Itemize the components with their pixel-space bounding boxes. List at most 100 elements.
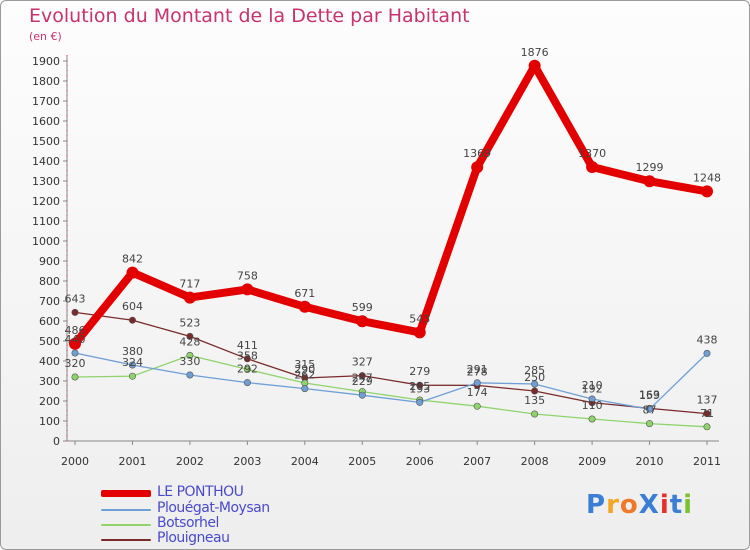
data-point-botsorhel	[243, 365, 251, 373]
data-point-botsorhel	[128, 372, 136, 380]
data-label-plouigneau: 192	[582, 383, 603, 396]
data-label-botsorhel: 205	[409, 380, 430, 393]
data-point-plouigneau	[243, 355, 251, 363]
legend-swatch-le-ponthou	[101, 490, 151, 497]
data-label-botsorhel: 247	[352, 372, 373, 385]
data-label-plouegat-moysan: 285	[524, 364, 545, 377]
data-label-plouigneau: 604	[122, 300, 143, 313]
data-point-plouegat-moysan	[646, 405, 654, 413]
data-label-plouegat-moysan: 292	[237, 363, 258, 376]
series-line-plouigneau	[74, 311, 708, 415]
y-tick-label: 100	[39, 415, 60, 428]
data-point-plouegat-moysan	[186, 371, 194, 379]
x-tick-label: 2000	[61, 455, 89, 468]
data-point-plouegat-moysan	[588, 395, 596, 403]
data-label-plouigneau: 523	[179, 316, 200, 329]
x-tick-label: 2006	[406, 455, 434, 468]
x-tick-label: 2011	[693, 455, 721, 468]
y-tick-label: 1300	[32, 175, 60, 188]
data-label-plouigneau: 279	[409, 365, 430, 378]
data-point-plouegat-moysan	[71, 349, 79, 357]
data-point-le-ponthou	[69, 337, 81, 350]
data-point-le-ponthou	[701, 185, 713, 198]
data-label-botsorhel: 324	[122, 356, 143, 369]
data-label-plouigneau: 411	[237, 339, 258, 352]
y-tick-label: 300	[39, 375, 60, 388]
series-line-le-ponthou	[71, 61, 711, 348]
data-label-botsorhel: 110	[582, 399, 603, 412]
data-label-le-ponthou: 1370	[578, 147, 606, 160]
y-tick-label: 400	[39, 355, 60, 368]
proxiti-logo: ProXiti	[586, 490, 693, 520]
logo-letter: i	[683, 490, 694, 520]
y-tick-label: 700	[39, 295, 60, 308]
data-label-plouigneau: 643	[65, 292, 86, 305]
data-label-plouegat-moysan: 262	[294, 369, 315, 382]
data-point-plouegat-moysan	[473, 379, 481, 387]
data-label-plouegat-moysan: 440	[65, 333, 86, 346]
data-label-le-ponthou: 543	[409, 312, 430, 325]
data-point-plouigneau	[71, 308, 79, 316]
data-label-plouigneau: 327	[352, 356, 373, 369]
data-point-le-ponthou	[528, 59, 541, 72]
data-label-plouigneau: 137	[697, 394, 718, 407]
data-label-le-ponthou: 1248	[693, 171, 721, 184]
x-tick-label: 2004	[291, 455, 319, 468]
data-label-le-ponthou: 1369	[463, 147, 491, 160]
data-point-botsorhel	[473, 402, 481, 410]
y-tick-label: 900	[39, 255, 60, 268]
y-tick-label: 1000	[32, 235, 60, 248]
legend-label-le-ponthou: LE PONTHOU	[157, 484, 244, 500]
data-point-le-ponthou	[471, 161, 484, 174]
y-tick-label: 1200	[32, 195, 60, 208]
data-label-plouegat-moysan: 193	[409, 382, 430, 395]
data-point-plouigneau	[703, 410, 711, 418]
data-point-plouigneau	[358, 372, 366, 380]
y-tick-label: 500	[39, 335, 60, 348]
y-tick-label: 1600	[32, 115, 60, 128]
legend-swatch-botsorhel	[101, 524, 151, 526]
data-label-le-ponthou: 758	[237, 269, 258, 282]
series-layer	[69, 59, 713, 431]
data-label-plouegat-moysan: 330	[179, 355, 200, 368]
data-point-le-ponthou	[183, 291, 196, 304]
x-tick-label: 2001	[118, 455, 146, 468]
data-label-botsorhel: 320	[65, 357, 86, 370]
series-line-botsorhel	[74, 354, 708, 428]
data-point-plouegat-moysan	[128, 361, 136, 369]
data-label-plouigneau: 278	[467, 365, 488, 378]
data-label-le-ponthou: 717	[179, 278, 200, 291]
x-tick-label: 2008	[521, 455, 549, 468]
data-point-le-ponthou	[126, 266, 139, 279]
data-label-plouegat-moysan: 380	[122, 345, 143, 358]
y-tick-label: 1400	[32, 155, 60, 168]
logo-letter: i	[659, 490, 670, 520]
logo-letter: o	[619, 490, 639, 520]
data-label-botsorhel: 290	[294, 363, 315, 376]
logo-letter: r	[606, 490, 620, 520]
data-label-le-ponthou: 486	[65, 324, 86, 337]
data-point-le-ponthou	[241, 283, 254, 296]
data-label-le-ponthou: 671	[294, 287, 315, 300]
data-label-le-ponthou: 1299	[636, 161, 664, 174]
data-point-le-ponthou	[298, 300, 311, 313]
data-point-botsorhel	[588, 415, 596, 423]
data-point-le-ponthou	[586, 161, 599, 173]
data-label-plouigneau: 163	[639, 388, 660, 401]
data-point-le-ponthou	[356, 315, 369, 328]
data-point-plouegat-moysan	[531, 380, 539, 388]
data-point-le-ponthou	[413, 326, 426, 339]
series-line-plouegat-moysan	[74, 352, 708, 410]
data-point-plouigneau	[416, 381, 424, 389]
y-tick-label: 1700	[32, 95, 60, 108]
y-tick-label: 600	[39, 315, 60, 328]
data-label-le-ponthou: 1876	[521, 46, 549, 59]
data-point-plouigneau	[186, 332, 194, 340]
data-point-plouegat-moysan	[703, 349, 711, 357]
x-tick-label: 2003	[233, 455, 261, 468]
axes: 0 100 200 300 400 500 600 700 800 900 1000 1100 1200…	[32, 55, 721, 468]
y-tick-label: 1800	[32, 75, 60, 88]
chart-unit-label: (en €)	[29, 30, 62, 43]
